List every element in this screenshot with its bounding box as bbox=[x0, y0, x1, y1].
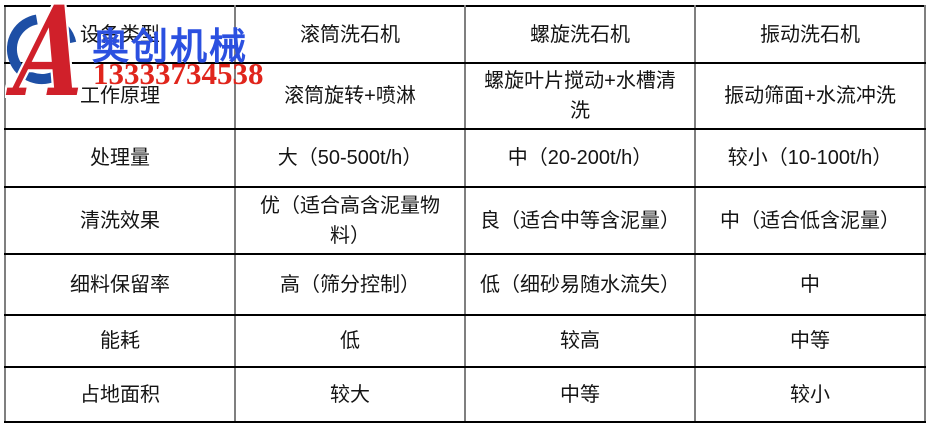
table-cell: 大（50-500t/h） bbox=[234, 128, 466, 188]
column-header: 振动洗石机 bbox=[694, 5, 926, 64]
table-cell: 振动筛面+水流冲洗 bbox=[694, 62, 926, 130]
table-row: 清洗效果 优（适合高含泥量物料） 良（适合中等含泥量） 中（适合低含泥量） bbox=[4, 186, 926, 255]
table-cell: 低（细砂易随水流失） bbox=[464, 253, 696, 316]
table-row: 能耗 低 较高 中等 bbox=[4, 314, 926, 368]
row-header: 清洗效果 bbox=[4, 186, 236, 255]
table-cell: 低 bbox=[234, 314, 466, 368]
table-cell: 中（适合低含泥量） bbox=[694, 186, 926, 255]
table-cell: 较大 bbox=[234, 366, 466, 423]
table-row: 占地面积 较大 中等 较小 bbox=[4, 366, 926, 423]
table-row: 工作原理 滚筒旋转+喷淋 螺旋叶片搅动+水槽清洗 振动筛面+水流冲洗 bbox=[4, 62, 926, 130]
table-cell: 高（筛分控制） bbox=[234, 253, 466, 316]
table-cell: 良（适合中等含泥量） bbox=[464, 186, 696, 255]
column-header: 滚筒洗石机 bbox=[234, 5, 466, 64]
row-header: 细料保留率 bbox=[4, 253, 236, 316]
row-header: 工作原理 bbox=[4, 62, 236, 130]
table-cell: 中 bbox=[694, 253, 926, 316]
table-cell: 中（20-200t/h） bbox=[464, 128, 696, 188]
table-header-row: 设备类型 滚筒洗石机 螺旋洗石机 振动洗石机 bbox=[4, 5, 926, 64]
column-header: 螺旋洗石机 bbox=[464, 5, 696, 64]
table-row: 处理量 大（50-500t/h） 中（20-200t/h） 较小（10-100t… bbox=[4, 128, 926, 188]
table-cell: 较小（10-100t/h） bbox=[694, 128, 926, 188]
table-cell: 较小 bbox=[694, 366, 926, 423]
table-cell: 螺旋叶片搅动+水槽清洗 bbox=[464, 62, 696, 130]
table-cell: 较高 bbox=[464, 314, 696, 368]
column-header: 设备类型 bbox=[4, 5, 236, 64]
table-cell: 中等 bbox=[464, 366, 696, 423]
table-row: 细料保留率 高（筛分控制） 低（细砂易随水流失） 中 bbox=[4, 253, 926, 316]
row-header: 占地面积 bbox=[4, 366, 236, 423]
row-header: 处理量 bbox=[4, 128, 236, 188]
table-cell: 滚筒旋转+喷淋 bbox=[234, 62, 466, 130]
comparison-table: 设备类型 滚筒洗石机 螺旋洗石机 振动洗石机 工作原理 滚筒旋转+喷淋 螺旋叶片… bbox=[4, 5, 926, 423]
table-cell: 中等 bbox=[694, 314, 926, 368]
row-header: 能耗 bbox=[4, 314, 236, 368]
table-cell: 优（适合高含泥量物料） bbox=[234, 186, 466, 255]
